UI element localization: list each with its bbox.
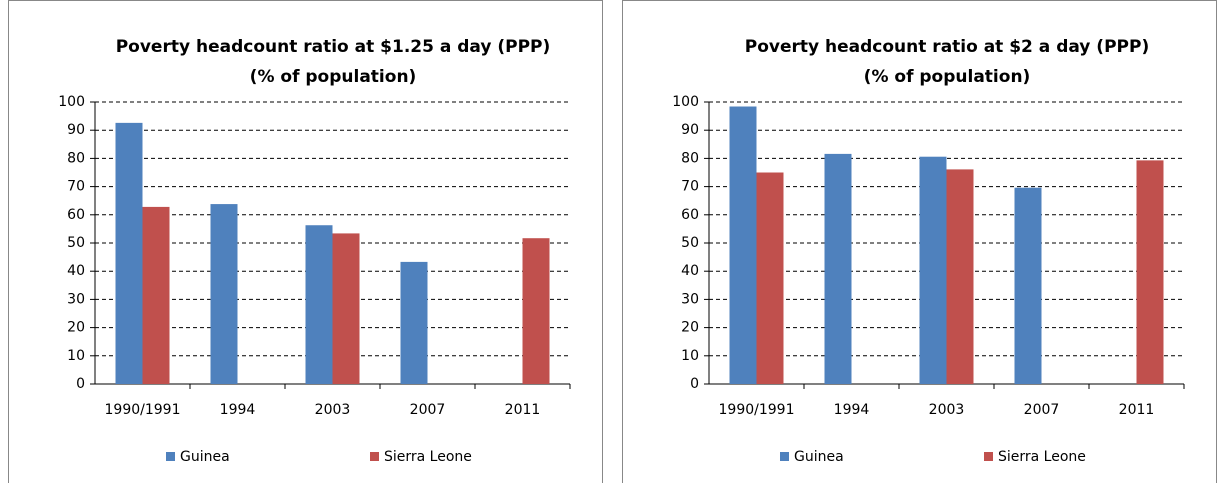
bar <box>824 153 852 384</box>
x-tick-label: 1994 <box>834 402 870 418</box>
x-tick-label: 2007 <box>410 402 446 418</box>
y-tick-label: 0 <box>76 376 85 392</box>
y-tick-label: 10 <box>681 348 699 364</box>
y-tick-label: 100 <box>58 94 85 110</box>
legend-label: Guinea <box>794 449 844 465</box>
y-tick-label: 70 <box>681 179 699 195</box>
chart-title: (% of population) <box>864 67 1031 87</box>
x-tick-label: 2003 <box>315 402 351 418</box>
bar <box>522 238 550 384</box>
x-tick-label: 2007 <box>1024 402 1060 418</box>
x-tick-label: 1990/1991 <box>719 402 795 418</box>
bar <box>305 225 333 384</box>
bar <box>142 206 170 384</box>
bar <box>332 233 360 384</box>
bar <box>919 156 947 384</box>
y-tick-label: 40 <box>67 263 85 279</box>
legend-swatch <box>370 452 379 461</box>
legend-label: Sierra Leone <box>998 449 1086 465</box>
bar <box>400 261 428 384</box>
bar <box>210 204 238 384</box>
y-tick-label: 80 <box>681 150 699 166</box>
x-tick-label: 2011 <box>505 402 541 418</box>
x-tick-label: 2011 <box>1119 402 1155 418</box>
y-tick-label: 50 <box>681 235 699 251</box>
y-tick-label: 70 <box>67 179 85 195</box>
y-tick-label: 0 <box>690 376 699 392</box>
y-tick-label: 100 <box>672 94 699 110</box>
legend-label: Sierra Leone <box>384 449 472 465</box>
y-tick-label: 60 <box>681 207 699 223</box>
bar <box>729 106 757 385</box>
legend-swatch <box>984 452 993 461</box>
y-tick-label: 20 <box>681 320 699 336</box>
y-tick-label: 40 <box>681 263 699 279</box>
x-tick-label: 2003 <box>929 402 965 418</box>
y-tick-label: 50 <box>67 235 85 251</box>
y-tick-label: 90 <box>681 122 699 138</box>
chart-frame <box>622 0 1217 483</box>
bar <box>756 172 784 384</box>
y-tick-label: 30 <box>681 291 699 307</box>
chart-title: Poverty headcount ratio at $2 a day (PPP… <box>745 37 1149 57</box>
legend-label: Guinea <box>180 449 230 465</box>
bar <box>1014 187 1042 384</box>
chart-title: Poverty headcount ratio at $1.25 a day (… <box>116 37 551 57</box>
y-tick-label: 60 <box>67 207 85 223</box>
y-tick-label: 20 <box>67 320 85 336</box>
y-tick-label: 10 <box>67 348 85 364</box>
legend-swatch <box>780 452 789 461</box>
y-tick-label: 90 <box>67 122 85 138</box>
bar <box>115 122 143 385</box>
chart-frame <box>8 0 603 483</box>
x-tick-label: 1994 <box>220 402 256 418</box>
y-tick-label: 80 <box>67 150 85 166</box>
bar <box>946 169 974 384</box>
x-tick-label: 1990/1991 <box>105 402 181 418</box>
chart-title: (% of population) <box>250 67 417 87</box>
legend-swatch <box>166 452 175 461</box>
y-tick-label: 30 <box>67 291 85 307</box>
bar <box>1136 160 1164 384</box>
